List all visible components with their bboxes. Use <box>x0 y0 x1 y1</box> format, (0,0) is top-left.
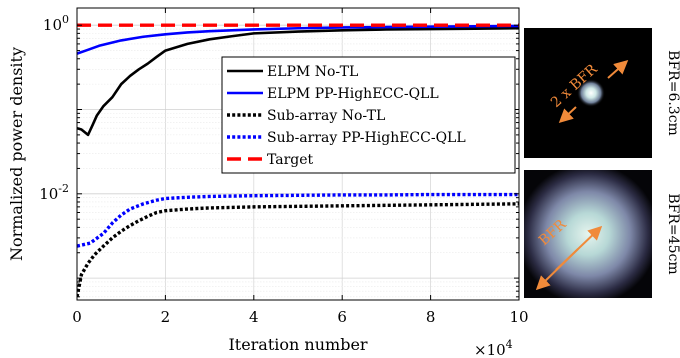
legend: ELPM No-TL ELPM PP-HighECC-QLL Sub-array N… <box>221 56 516 174</box>
legend-label-3: Sub-array PP-HighECC-QLL <box>267 130 466 146</box>
bfr-arrow-top-right <box>607 60 629 79</box>
series-line-0 <box>77 26 519 137</box>
bfr-arrow-bottom-tail <box>535 248 579 291</box>
ticks: 0 2 4 6 8 10 100 10-2 <box>39 8 529 326</box>
x-axis-title: Iteration number <box>228 335 367 354</box>
x-tick-label: 0 <box>72 308 82 326</box>
x-tick-label: 8 <box>426 308 436 326</box>
bfr-arrow-top-left <box>558 106 577 124</box>
legend-box <box>221 56 516 174</box>
legend-label-0: ELPM No-TL <box>267 64 358 80</box>
legend-label-1: ELPM PP-HighECC-QLL <box>267 86 439 102</box>
beam-panel-small: 2 x BFR <box>524 28 652 158</box>
y-tick-label: 100 <box>43 13 69 34</box>
small-beam-caption: BFR=6.3cm <box>665 50 680 136</box>
beam-panel-large: BFR <box>524 170 652 298</box>
x-tick-label: 10 <box>509 308 528 326</box>
y-tick-label: 10-2 <box>39 182 69 203</box>
legend-label-4: Target <box>267 152 314 168</box>
x-tick-label: 4 <box>249 308 259 326</box>
small-beam-spot <box>577 79 605 107</box>
x-axis-multiplier: ×104 <box>474 338 513 358</box>
legend-label-2: Sub-array No-TL <box>267 108 385 124</box>
x-tick-label: 2 <box>161 308 171 326</box>
series-line-2 <box>77 202 519 298</box>
large-beam-caption: BFR=45cm <box>665 193 680 274</box>
series-layer <box>77 23 519 298</box>
y-axis-title: Normalized power density <box>7 47 26 261</box>
x-tick-label: 6 <box>337 308 347 326</box>
